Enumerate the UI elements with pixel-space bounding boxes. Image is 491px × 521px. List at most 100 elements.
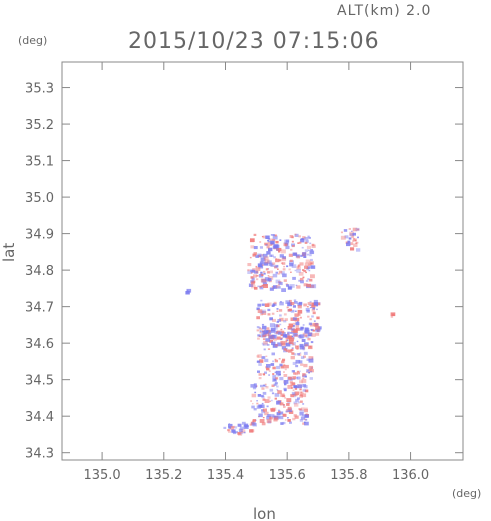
echo-cell <box>282 262 286 265</box>
echo-cell <box>292 361 297 365</box>
echo-cell <box>303 283 308 287</box>
echo-cell <box>264 358 269 363</box>
echo-cell <box>311 333 316 337</box>
echo-cell <box>237 432 241 435</box>
echo-cell <box>272 239 276 242</box>
echo-cell <box>282 421 286 425</box>
echo-cell <box>357 236 359 239</box>
echo-cell <box>392 313 395 316</box>
echo-cell <box>297 384 303 389</box>
echo-cell <box>227 429 230 432</box>
echo-cell <box>260 334 265 338</box>
echo-cell <box>261 284 264 287</box>
echo-cell <box>261 356 265 359</box>
echo-cell <box>283 279 287 282</box>
echo-cell <box>308 332 311 334</box>
echo-cell <box>241 421 246 425</box>
echo-cell <box>255 265 258 268</box>
echo-cell <box>296 371 300 375</box>
echo-cell <box>256 400 258 402</box>
echo-cell <box>266 364 271 368</box>
echo-cell <box>282 334 287 338</box>
echo-cell <box>259 419 265 423</box>
echo-cell <box>293 353 297 356</box>
echo-cell <box>274 382 278 385</box>
echo-cell <box>267 260 272 265</box>
echo-cell <box>296 347 299 350</box>
echo-cell <box>279 254 284 258</box>
echo-cell <box>267 278 272 281</box>
echo-cell <box>297 264 301 267</box>
echo-cell <box>308 356 314 360</box>
echo-cell <box>257 360 260 363</box>
echo-cell <box>287 408 293 412</box>
echo-cell <box>265 244 268 246</box>
echo-cell <box>290 309 295 313</box>
echo-cell <box>229 426 234 430</box>
echo-cell <box>299 388 302 391</box>
echo-cell <box>258 404 263 408</box>
echo-cell <box>274 324 279 328</box>
echo-cell <box>267 240 269 242</box>
echo-cell <box>261 311 267 315</box>
echo-cell <box>238 428 243 432</box>
echo-cell <box>274 397 277 400</box>
echo-cell <box>277 331 282 335</box>
echo-cell <box>303 421 306 423</box>
echo-cell <box>287 331 290 334</box>
echo-cell <box>291 347 294 349</box>
echo-cell <box>253 270 258 274</box>
echo-cell <box>270 234 273 236</box>
echo-cell <box>274 326 278 330</box>
echo-cell <box>251 269 256 273</box>
echo-cell <box>291 352 295 355</box>
echo-cell <box>276 388 278 391</box>
echo-cell <box>289 235 294 238</box>
echo-cell <box>260 313 263 316</box>
echo-cell <box>349 231 354 236</box>
echo-cell <box>250 245 255 249</box>
y-tick-label: 34.9 <box>25 228 54 243</box>
echo-cell <box>313 302 319 306</box>
echo-cell <box>307 337 311 341</box>
echo-cell <box>298 271 304 276</box>
echo-cell <box>267 414 271 417</box>
echo-cell <box>309 369 314 373</box>
echo-cell <box>289 421 292 424</box>
echo-cell <box>269 238 273 242</box>
echo-cell <box>294 403 299 407</box>
echo-cell <box>288 328 291 330</box>
echo-cell <box>316 316 320 320</box>
echo-cell <box>305 418 308 421</box>
echo-cell <box>265 338 270 342</box>
echo-cell <box>286 306 289 309</box>
echo-cell <box>294 391 299 396</box>
echo-cell <box>280 262 283 265</box>
echo-cell <box>287 417 289 419</box>
echo-cell <box>266 245 270 249</box>
echo-cell <box>263 270 266 273</box>
echo-cell <box>302 252 307 256</box>
echo-cell <box>263 272 266 275</box>
echo-cell <box>223 426 227 429</box>
echo-cell <box>278 270 283 274</box>
echo-cell <box>294 313 299 317</box>
echo-cell <box>280 365 285 369</box>
echo-cell <box>249 256 252 259</box>
echo-cell <box>280 271 285 275</box>
echo-cell <box>269 270 273 274</box>
echo-cell <box>294 233 299 237</box>
echo-cell <box>264 383 267 386</box>
x-tick-label: 135.2 <box>145 468 182 483</box>
echo-cell <box>299 419 304 422</box>
echo-cell <box>293 395 297 398</box>
echo-cell <box>268 335 273 339</box>
echo-cell <box>279 376 284 381</box>
echo-cell <box>280 341 283 344</box>
echo-cell <box>352 232 356 236</box>
echo-cell <box>310 265 316 269</box>
echo-cell <box>235 431 239 434</box>
echo-cell <box>273 378 276 381</box>
echo-cell <box>252 253 257 257</box>
echo-cell <box>301 339 306 342</box>
